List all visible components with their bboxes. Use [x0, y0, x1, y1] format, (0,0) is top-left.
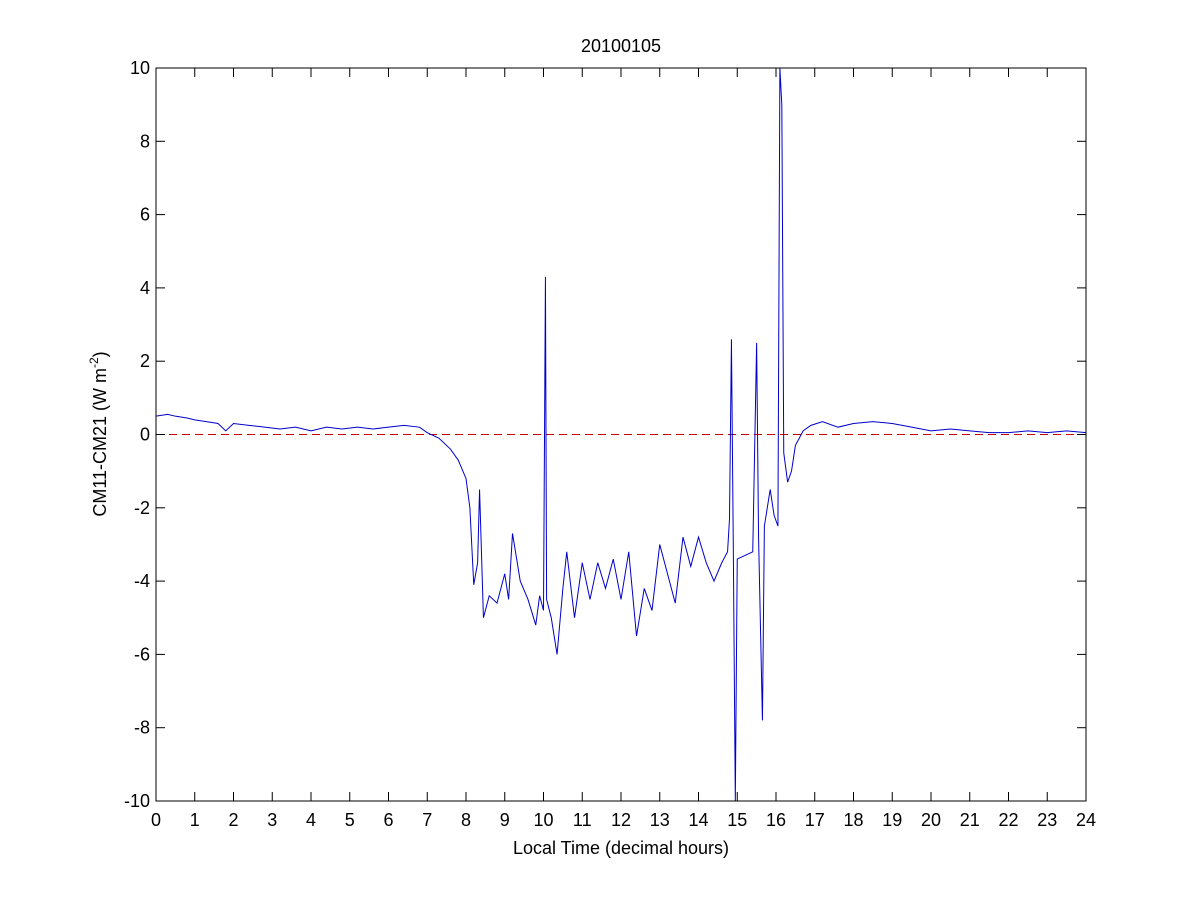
x-tick-label: 15: [727, 810, 747, 830]
x-tick-label: 13: [650, 810, 670, 830]
x-tick-label: 11: [573, 810, 592, 830]
plot-area: [156, 68, 1086, 801]
x-tick-label: 9: [500, 810, 510, 830]
y-label-sup: -2: [87, 357, 101, 368]
y-tick-label: 6: [140, 205, 150, 225]
y-tick-label: 4: [140, 278, 150, 298]
chart-title: 20100105: [581, 36, 661, 56]
y-tick-label: -2: [134, 498, 150, 518]
y-tick-label: 8: [140, 131, 150, 151]
x-tick-label: 5: [345, 810, 355, 830]
y-tick-label: 0: [140, 425, 150, 445]
x-tick-label: 3: [267, 810, 277, 830]
x-tick-label: 19: [882, 810, 902, 830]
y-tick-label: -6: [134, 644, 150, 664]
y-label-main: CM11-CM21 (W m: [90, 368, 110, 517]
x-tick-label: 7: [422, 810, 432, 830]
x-tick-label: 10: [533, 810, 553, 830]
x-axis-label: Local Time (decimal hours): [513, 838, 729, 858]
y-tick-label: 10: [130, 58, 150, 78]
y-axis-label: CM11-CM21 (W m-2): [87, 351, 110, 516]
x-tick-label: 18: [843, 810, 863, 830]
x-tick-label: 21: [960, 810, 980, 830]
x-tick-label: 2: [228, 810, 238, 830]
x-tick-label: 4: [306, 810, 316, 830]
y-tick-label: 2: [140, 351, 150, 371]
x-tick-label: 6: [383, 810, 393, 830]
y-tick-label: -8: [134, 718, 150, 738]
x-tick-label: 0: [151, 810, 161, 830]
y-tick-label: -4: [134, 571, 150, 591]
x-tick-label: 17: [805, 810, 825, 830]
x-tick-label: 20: [921, 810, 941, 830]
y-tick-label: -10: [124, 791, 150, 811]
x-tick-label: 14: [688, 810, 708, 830]
x-tick-label: 1: [190, 810, 200, 830]
y-label-end: ): [90, 351, 110, 357]
x-tick-label: 12: [611, 810, 631, 830]
data-line: [156, 68, 1086, 801]
x-tick-label: 16: [766, 810, 786, 830]
x-tick-label: 8: [461, 810, 471, 830]
x-tick-label: 24: [1076, 810, 1096, 830]
x-tick-label: 23: [1037, 810, 1057, 830]
x-tick-label: 22: [998, 810, 1018, 830]
